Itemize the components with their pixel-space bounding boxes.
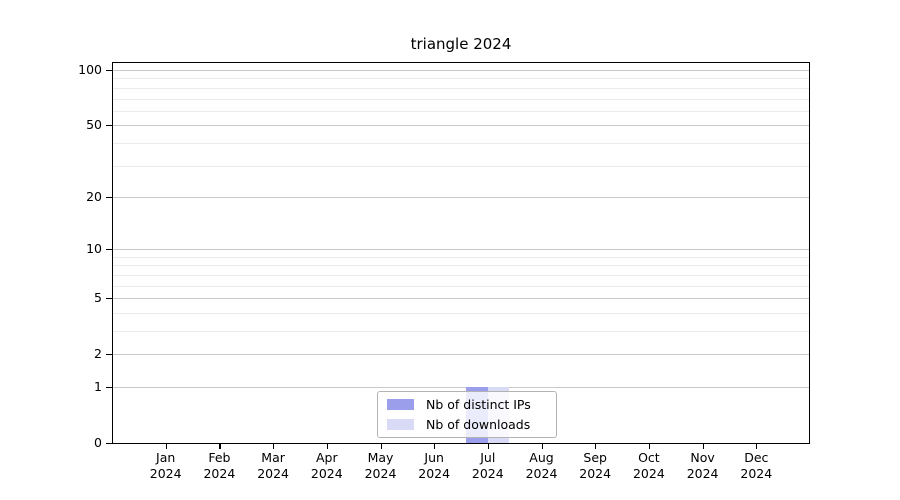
legend-swatch-distinct-ips-icon (387, 399, 414, 411)
minor-gridline (113, 265, 809, 267)
legend-label-downloads: Nb of downloads (426, 416, 531, 432)
minor-gridline (113, 110, 809, 112)
x-tick-label: Aug 2024 (515, 450, 569, 482)
y-axis-tick (106, 125, 112, 127)
x-tick-label: Mar 2024 (246, 450, 300, 482)
x-tick-label: Oct 2024 (622, 450, 676, 482)
x-axis-tick (326, 444, 328, 449)
y-tick-label: 1 (94, 379, 102, 394)
x-tick-label-year: 2024 (632, 466, 665, 481)
y-axis-tick (106, 70, 112, 72)
y-tick-label: 5 (94, 290, 102, 306)
legend-swatch-downloads-icon (387, 418, 414, 430)
y-tick-label: 20 (86, 188, 102, 204)
x-tick-label-year: 2024 (525, 466, 558, 481)
x-tick-label-year: 2024 (149, 466, 182, 481)
major-gridline (113, 387, 809, 388)
x-axis-tick (541, 444, 543, 449)
major-gridline (113, 354, 809, 356)
x-axis-tick (219, 444, 221, 449)
x-tick-label-year: 2024 (579, 466, 612, 481)
legend: Nb of distinct IPs Nb of downloads (377, 391, 557, 438)
major-gridline (113, 70, 809, 71)
y-tick-label: 0 (94, 435, 102, 450)
x-tick-label-year: 2024 (686, 466, 719, 481)
minor-gridline (113, 285, 809, 287)
y-axis-tick (106, 354, 112, 356)
x-tick-label: Dec 2024 (729, 450, 783, 482)
legend-label-distinct-ips: Nb of distinct IPs (426, 397, 531, 413)
minor-gridline (113, 331, 809, 332)
major-gridline (113, 249, 809, 251)
x-tick-label-year: 2024 (740, 466, 773, 481)
x-tick-label: Jul 2024 (461, 450, 515, 482)
minor-gridline (113, 274, 809, 276)
y-axis-tick (106, 387, 112, 389)
x-tick-label: Jun 2024 (407, 450, 461, 482)
minor-gridline (113, 165, 809, 167)
chart-title: triangle 2024 (410, 35, 512, 53)
x-tick-label: May 2024 (354, 450, 408, 482)
y-tick-label: 100 (78, 62, 102, 77)
x-axis-tick (702, 444, 704, 449)
x-tick-label: Nov 2024 (676, 450, 730, 482)
y-axis-tick (106, 298, 112, 300)
x-axis-tick (648, 444, 651, 449)
y-axis-tick (106, 196, 112, 199)
major-gridline (113, 196, 809, 198)
minor-gridline (113, 312, 809, 314)
y-axis-tick (106, 443, 112, 445)
legend-item-downloads: Nb of downloads (386, 415, 548, 435)
major-gridline (113, 125, 809, 127)
y-axis-tick (106, 249, 112, 251)
x-tick-label-year: 2024 (203, 466, 236, 481)
x-axis-tick (273, 444, 275, 449)
x-axis-tick (380, 444, 382, 449)
x-tick-label-year: 2024 (310, 466, 343, 481)
y-tick-label: 50 (86, 117, 102, 133)
x-tick-label: Feb 2024 (192, 450, 246, 482)
legend-item-distinct-ips: Nb of distinct IPs (386, 395, 548, 415)
x-axis-tick (756, 444, 758, 449)
x-tick-label: Sep 2024 (568, 450, 622, 482)
x-tick-label: Apr 2024 (300, 450, 354, 482)
minor-gridline (113, 142, 809, 144)
major-gridline (113, 298, 809, 300)
x-tick-label: Jan 2024 (139, 450, 193, 482)
x-tick-label-year: 2024 (471, 466, 504, 481)
minor-gridline (113, 78, 809, 80)
x-tick-label-year: 2024 (418, 466, 451, 481)
x-tick-label-year: 2024 (257, 466, 289, 481)
minor-gridline (113, 87, 809, 89)
y-tick-label: 2 (94, 346, 102, 362)
y-tick-label: 10 (86, 241, 102, 257)
x-axis-tick (595, 444, 597, 449)
minor-gridline (113, 256, 809, 258)
x-axis-tick (165, 444, 167, 449)
x-axis-tick (434, 444, 436, 449)
x-tick-label-year: 2024 (364, 466, 397, 481)
minor-gridline (113, 98, 809, 100)
x-axis-tick (487, 444, 489, 449)
